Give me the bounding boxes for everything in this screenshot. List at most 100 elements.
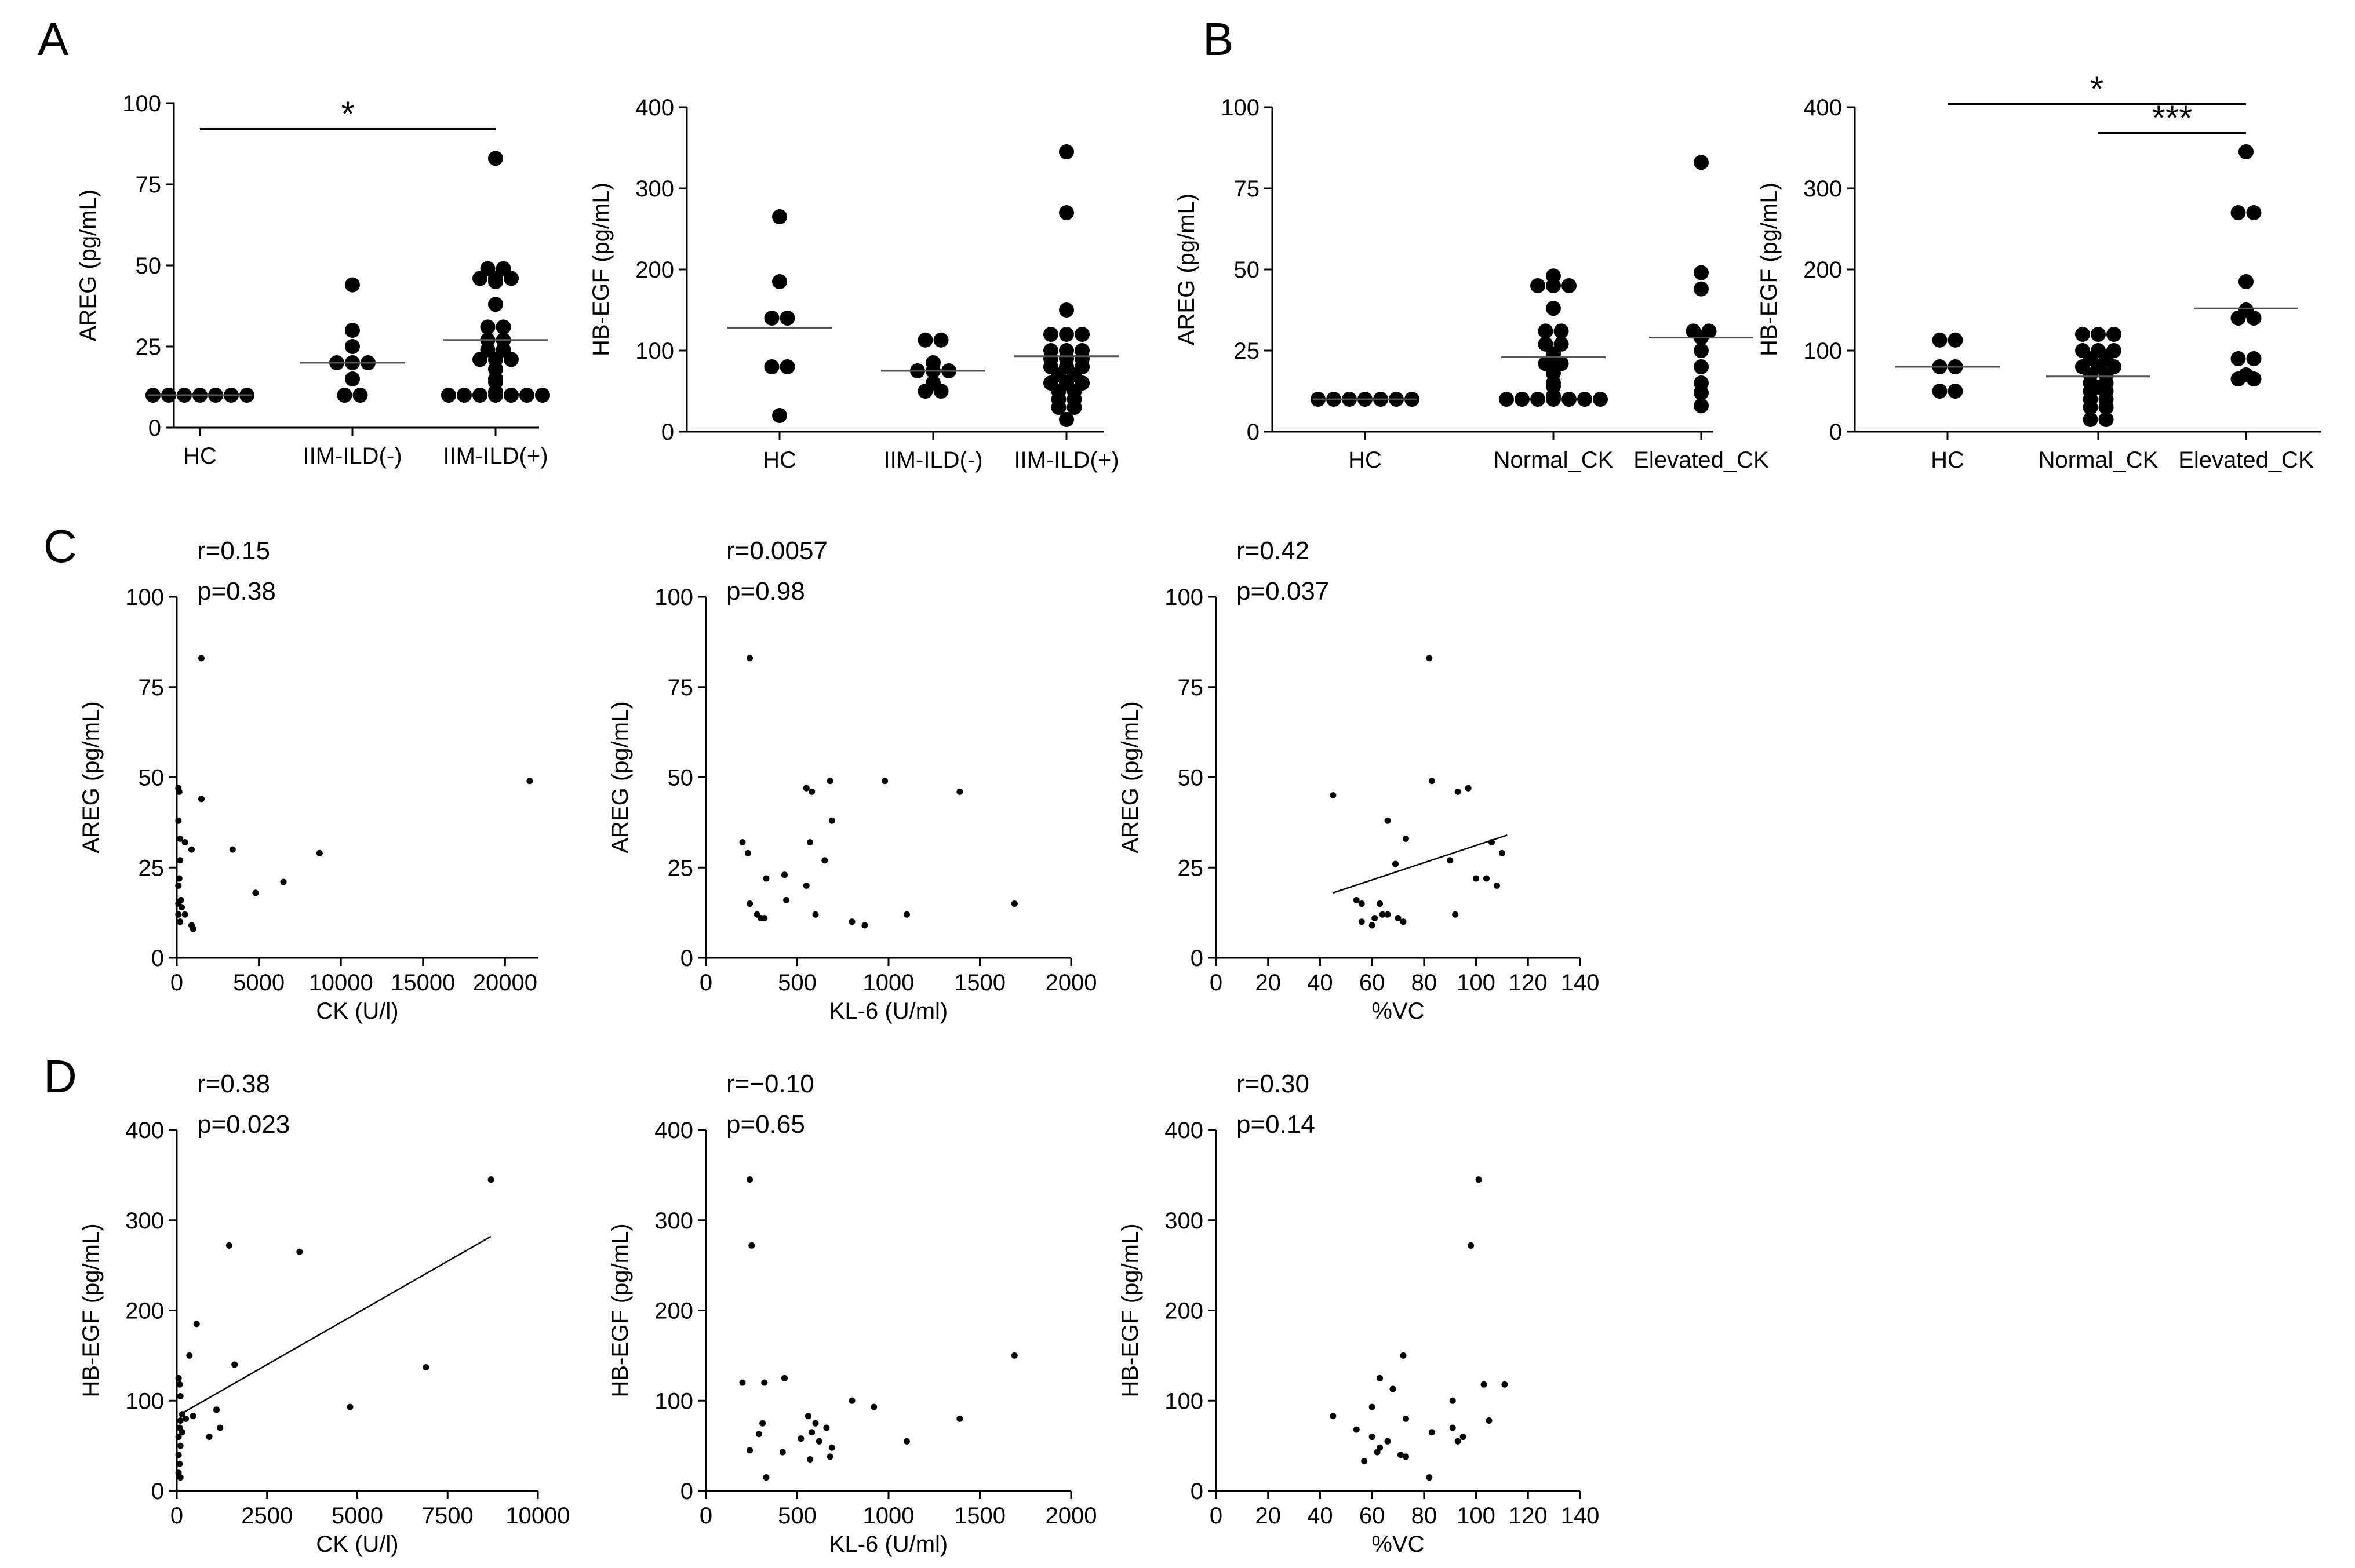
- data-point: [861, 922, 868, 929]
- category-label: Elevated_CK: [1633, 447, 1769, 473]
- data-point: [1426, 1474, 1433, 1481]
- x-axis-label: CK (U/l): [316, 998, 398, 1024]
- x-tick-label: 7500: [422, 1503, 474, 1529]
- data-point: [347, 1403, 354, 1410]
- data-point: [296, 1248, 303, 1255]
- data-point: [1402, 1453, 1409, 1460]
- x-tick-label: 20: [1255, 970, 1281, 996]
- data-point: [1454, 788, 1461, 795]
- data-point: [809, 1429, 816, 1436]
- y-axis-label: AREG (pg/mL): [1174, 194, 1199, 345]
- data-point: [441, 388, 456, 403]
- panel-letter-a: A: [38, 13, 69, 65]
- data-point: [781, 1374, 788, 1381]
- significance-label: *: [341, 94, 354, 133]
- data-point: [252, 889, 259, 896]
- chart-5: 0 25 50 75 100 AREG (pg/mL) 0 5000 10000 15000 200…: [78, 537, 538, 1024]
- data-point: [1426, 655, 1433, 662]
- y-tick-label: 25: [136, 334, 162, 360]
- y-tick-label: 0: [1191, 946, 1203, 971]
- data-point: [179, 1429, 185, 1436]
- y-tick-label: 50: [136, 253, 162, 279]
- data-point: [1059, 412, 1074, 427]
- data-point: [217, 1424, 224, 1431]
- data-point: [747, 655, 754, 662]
- data-point: [1468, 1242, 1475, 1249]
- x-tick-label: 15000: [391, 970, 455, 996]
- data-point: [1483, 875, 1490, 882]
- data-point: [2091, 327, 2106, 342]
- data-point: [1059, 302, 1074, 318]
- data-point: [496, 319, 511, 335]
- data-point: [1577, 392, 1592, 407]
- data-point: [803, 882, 810, 889]
- y-axis-label: HB-EGF (pg/mL): [78, 1223, 104, 1397]
- x-tick-label: 0: [700, 970, 712, 996]
- data-point: [345, 323, 360, 338]
- category-label: HC: [183, 443, 217, 469]
- data-point: [1400, 1352, 1407, 1359]
- data-point: [2238, 274, 2254, 289]
- y-tick-label: 0: [661, 420, 674, 445]
- data-point: [1330, 1413, 1337, 1420]
- data-point: [1538, 323, 1553, 339]
- data-point: [177, 1392, 184, 1399]
- y-tick-label: 50: [668, 765, 694, 791]
- data-point: [1075, 343, 1090, 358]
- data-point: [1368, 1403, 1375, 1410]
- correlation-r: r=0.15: [197, 537, 270, 565]
- data-point: [764, 311, 780, 326]
- data-point: [772, 274, 787, 289]
- data-point: [2083, 412, 2098, 427]
- data-point: [176, 1460, 183, 1467]
- x-tick-label: 1500: [954, 970, 1006, 996]
- x-axis-label: %VC: [1371, 1531, 1424, 1557]
- data-point: [1449, 1424, 1456, 1431]
- y-axis-label: AREG (pg/mL): [607, 701, 633, 853]
- x-tick-label: 1000: [863, 1503, 915, 1529]
- x-tick-label: 2000: [1046, 970, 1097, 996]
- data-point: [198, 796, 205, 803]
- data-point: [1353, 896, 1360, 903]
- x-tick-label: 10000: [505, 1503, 570, 1529]
- x-tick-label: 0: [1210, 970, 1222, 996]
- data-point: [739, 1379, 746, 1386]
- y-tick-label: 0: [148, 415, 161, 441]
- y-axis-label: HB-EGF (pg/mL): [588, 183, 614, 356]
- data-point: [2238, 367, 2254, 382]
- data-point: [1486, 1417, 1493, 1424]
- x-tick-label: 40: [1307, 1503, 1333, 1529]
- category-label: Normal_CK: [2039, 447, 2159, 473]
- data-point: [1701, 323, 1717, 339]
- data-point: [1694, 281, 1709, 297]
- data-point: [772, 209, 787, 224]
- data-point: [783, 896, 790, 903]
- data-point: [1694, 265, 1709, 280]
- data-point: [535, 388, 550, 403]
- data-point: [175, 900, 182, 907]
- data-point: [1932, 384, 1948, 399]
- data-point: [807, 839, 814, 846]
- data-point: [337, 388, 352, 403]
- data-point: [1059, 205, 1074, 220]
- data-point: [823, 1424, 830, 1431]
- data-point: [1694, 359, 1709, 374]
- data-point: [1402, 835, 1409, 842]
- chart-3: 0 25 50 75 100 AREG (pg/mL) HC Normal_CK Elevate…: [1174, 95, 1769, 473]
- y-tick-label: 100: [125, 1388, 164, 1414]
- chart-4: 0 100 200 300 400 HB-EGF (pg/mL) HC Normal_CK El…: [1756, 70, 2321, 473]
- data-point: [1948, 332, 1963, 348]
- x-tick-label: 500: [778, 1503, 817, 1529]
- y-axis-label: HB-EGF (pg/mL): [607, 1223, 633, 1397]
- data-point: [1546, 301, 1561, 316]
- data-point: [1379, 911, 1386, 918]
- x-tick-label: 0: [170, 1503, 183, 1529]
- chart-9: 0 100 200 300 400 HB-EGF (pg/mL) 0 500 1000 1500 2…: [607, 1070, 1097, 1557]
- x-tick-label: 60: [1359, 970, 1385, 996]
- data-point: [747, 1447, 754, 1454]
- significance-label: *: [2090, 70, 2103, 108]
- data-point: [526, 778, 533, 785]
- data-point: [1374, 1449, 1381, 1456]
- data-point: [1694, 343, 1709, 358]
- x-axis-label: CK (U/l): [316, 1531, 398, 1557]
